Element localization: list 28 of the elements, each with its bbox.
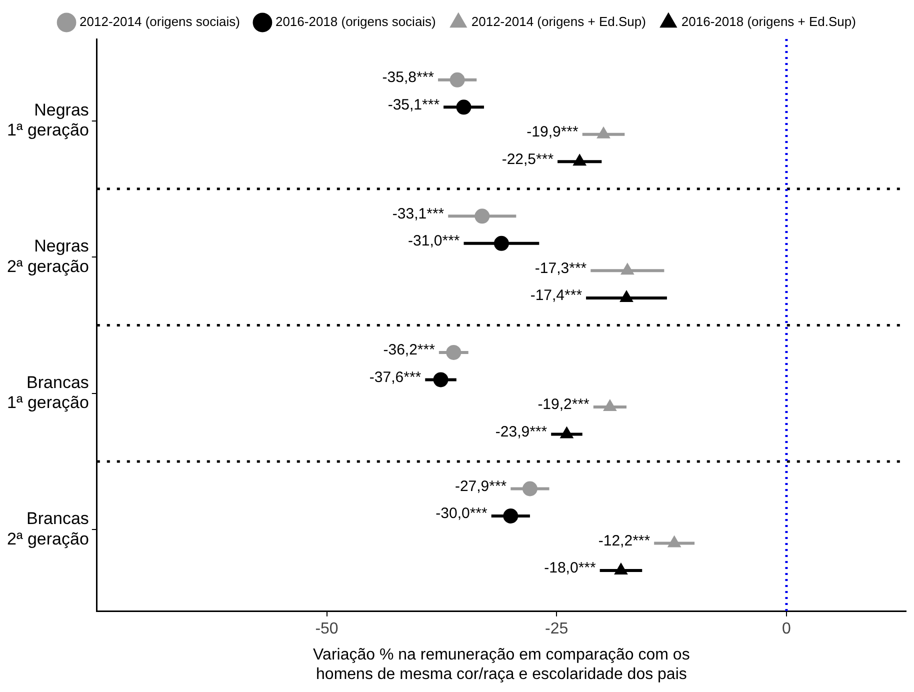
- data-label: -23,9***: [495, 423, 548, 440]
- x-tick-label: -50: [315, 620, 338, 638]
- x-tick-label: 0: [782, 620, 792, 638]
- data-label: -17,3***: [534, 260, 587, 277]
- y-tick-label: Brancas 1ª geração: [7, 372, 89, 412]
- data-label: -27,9***: [454, 478, 507, 495]
- data-label: -22,5***: [502, 150, 554, 168]
- data-label: -35,8***: [382, 69, 434, 86]
- data-label: -19,9***: [526, 124, 579, 141]
- data-label: -18,0***: [544, 560, 596, 577]
- data-label: -19,2***: [538, 396, 590, 414]
- data-label: -17,4***: [530, 287, 582, 304]
- y-tick-label: Negras 1ª geração: [7, 100, 89, 140]
- x-tick-label: -25: [545, 620, 568, 638]
- x-axis-title: Variação % na remuneração em comparação com os homens de mesma cor/raça e escolaridade dos pais: [313, 646, 690, 683]
- legend-label: 2016-2018 (origens sociais): [275, 14, 436, 30]
- data-label: -31,0***: [408, 232, 460, 250]
- data-label: -35,1***: [388, 96, 440, 114]
- data-label: -37,6***: [369, 368, 422, 386]
- legend-label: 2012-2014 (origens + Ed.Sup): [471, 14, 646, 30]
- legend-label: 2012-2014 (origens sociais): [80, 14, 240, 30]
- data-label: -30,0***: [436, 505, 488, 522]
- data-label: -33,1***: [392, 205, 444, 222]
- y-tick-label: Brancas 2ª geração: [7, 509, 89, 549]
- y-tick-label: Negras 2ª geração: [7, 236, 89, 276]
- data-label: -36,2***: [383, 342, 436, 359]
- data-label: -12,2***: [598, 532, 650, 550]
- legend-label: 2016-2018 (origens + Ed.Sup): [681, 14, 856, 30]
